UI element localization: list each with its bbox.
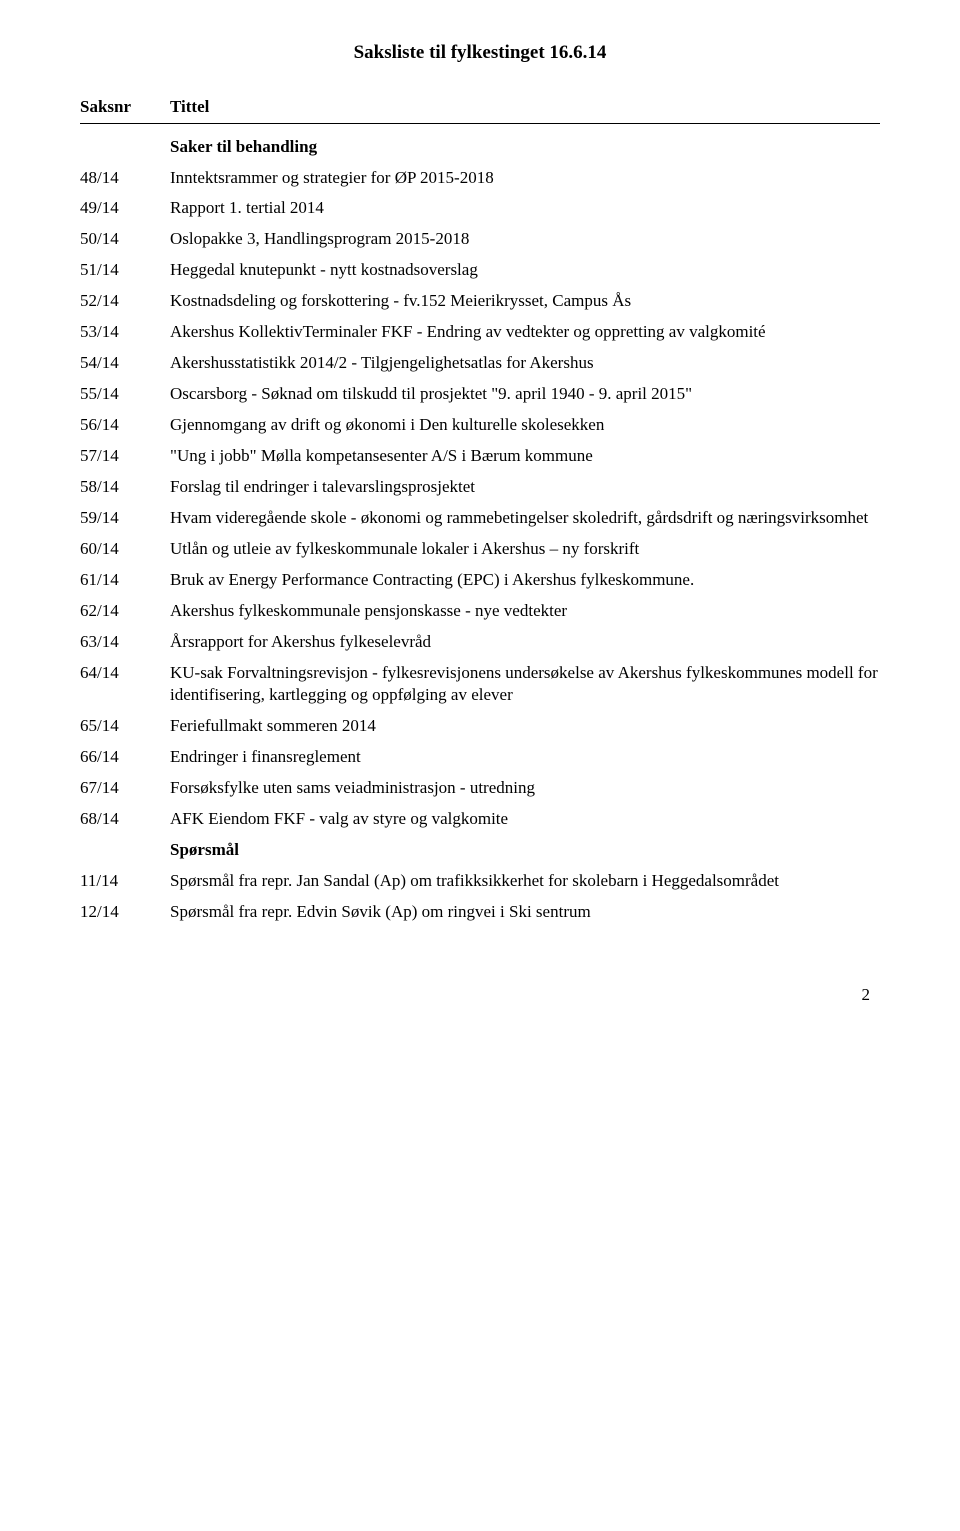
item-tittel: Forsøksfylke uten sams veiadministrasjon… (170, 777, 880, 800)
item-saksnr: 63/14 (80, 631, 170, 654)
item-tittel: Hvam videregående skole - økonomi og ram… (170, 507, 880, 530)
item-saksnr: 67/14 (80, 777, 170, 800)
item-tittel: Oscarsborg - Søknad om tilskudd til pros… (170, 383, 880, 406)
item-saksnr: 62/14 (80, 600, 170, 623)
item-saksnr: 51/14 (80, 259, 170, 282)
item-saksnr: 59/14 (80, 507, 170, 530)
question-row: 12/14Spørsmål fra repr. Edvin Søvik (Ap)… (80, 901, 880, 924)
item-row: 65/14Feriefullmakt sommeren 2014 (80, 715, 880, 738)
header-tittel: Tittel (170, 96, 880, 119)
item-saksnr: 50/14 (80, 228, 170, 251)
item-row: 63/14Årsrapport for Akershus fylkeselevr… (80, 631, 880, 654)
item-tittel: Rapport 1. tertial 2014 (170, 197, 880, 220)
item-saksnr: 56/14 (80, 414, 170, 437)
item-saksnr: 48/14 (80, 167, 170, 190)
item-saksnr: 68/14 (80, 808, 170, 831)
item-saksnr: 64/14 (80, 662, 170, 685)
questions-list: 11/14Spørsmål fra repr. Jan Sandal (Ap) … (80, 870, 880, 924)
item-row: 57/14"Ung i jobb" Mølla kompetansesenter… (80, 445, 880, 468)
item-tittel: Bruk av Energy Performance Contracting (… (170, 569, 880, 592)
item-tittel: "Ung i jobb" Mølla kompetansesenter A/S … (170, 445, 880, 468)
item-row: 54/14Akershusstatistikk 2014/2 - Tilgjen… (80, 352, 880, 375)
item-row: 49/14Rapport 1. tertial 2014 (80, 197, 880, 220)
item-row: 68/14AFK Eiendom FKF - valg av styre og … (80, 808, 880, 831)
item-saksnr: 61/14 (80, 569, 170, 592)
item-saksnr: 49/14 (80, 197, 170, 220)
item-tittel: Oslopakke 3, Handlingsprogram 2015-2018 (170, 228, 880, 251)
item-tittel: Akershusstatistikk 2014/2 - Tilgjengelig… (170, 352, 880, 375)
item-row: 52/14Kostnadsdeling og forskottering - f… (80, 290, 880, 313)
item-row: 67/14Forsøksfylke uten sams veiadministr… (80, 777, 880, 800)
page-number: 2 (80, 984, 880, 1007)
item-tittel: Forslag til endringer i talevarslingspro… (170, 476, 880, 499)
item-row: 58/14Forslag til endringer i talevarslin… (80, 476, 880, 499)
item-tittel: Akershus KollektivTerminaler FKF - Endri… (170, 321, 880, 344)
item-saksnr: 66/14 (80, 746, 170, 769)
item-row: 64/14KU-sak Forvaltningsrevisjon - fylke… (80, 662, 880, 708)
item-tittel: Utlån og utleie av fylkeskommunale lokal… (170, 538, 880, 561)
question-tittel: Spørsmål fra repr. Edvin Søvik (Ap) om r… (170, 901, 880, 924)
item-row: 50/14Oslopakke 3, Handlingsprogram 2015-… (80, 228, 880, 251)
item-row: 51/14Heggedal knutepunkt - nytt kostnads… (80, 259, 880, 282)
item-tittel: Feriefullmakt sommeren 2014 (170, 715, 880, 738)
item-row: 59/14Hvam videregående skole - økonomi o… (80, 507, 880, 530)
item-row: 48/14Inntektsrammer og strategier for ØP… (80, 167, 880, 190)
item-tittel: Heggedal knutepunkt - nytt kostnadsovers… (170, 259, 880, 282)
item-row: 60/14Utlån og utleie av fylkeskommunale … (80, 538, 880, 561)
item-row: 66/14Endringer i finansreglement (80, 746, 880, 769)
item-saksnr: 55/14 (80, 383, 170, 406)
question-saksnr: 11/14 (80, 870, 170, 893)
item-tittel: AFK Eiendom FKF - valg av styre og valgk… (170, 808, 880, 831)
item-row: 56/14Gjennomgang av drift og økonomi i D… (80, 414, 880, 437)
item-saksnr: 65/14 (80, 715, 170, 738)
item-tittel: Kostnadsdeling og forskottering - fv.152… (170, 290, 880, 313)
item-tittel: Gjennomgang av drift og økonomi i Den ku… (170, 414, 880, 437)
item-saksnr: 53/14 (80, 321, 170, 344)
item-saksnr: 58/14 (80, 476, 170, 499)
items-list: 48/14Inntektsrammer og strategier for ØP… (80, 167, 880, 832)
header-saksnr: Saksnr (80, 96, 170, 119)
item-tittel: Inntektsrammer og strategier for ØP 2015… (170, 167, 880, 190)
item-tittel: KU-sak Forvaltningsrevisjon - fylkesrevi… (170, 662, 880, 708)
table-header: Saksnr Tittel (80, 96, 880, 124)
question-tittel: Spørsmål fra repr. Jan Sandal (Ap) om tr… (170, 870, 880, 893)
item-row: 62/14Akershus fylkeskommunale pensjonska… (80, 600, 880, 623)
item-saksnr: 52/14 (80, 290, 170, 313)
item-row: 53/14Akershus KollektivTerminaler FKF - … (80, 321, 880, 344)
question-row: 11/14Spørsmål fra repr. Jan Sandal (Ap) … (80, 870, 880, 893)
item-saksnr: 57/14 (80, 445, 170, 468)
item-row: 55/14Oscarsborg - Søknad om tilskudd til… (80, 383, 880, 406)
item-saksnr: 60/14 (80, 538, 170, 561)
section-heading-sporsmal: Spørsmål (170, 839, 880, 862)
section-heading-saker: Saker til behandling (170, 136, 880, 159)
item-saksnr: 54/14 (80, 352, 170, 375)
item-tittel: Endringer i finansreglement (170, 746, 880, 769)
item-tittel: Årsrapport for Akershus fylkeselevråd (170, 631, 880, 654)
document-title: Saksliste til fylkestinget 16.6.14 (80, 40, 880, 66)
item-tittel: Akershus fylkeskommunale pensjonskasse -… (170, 600, 880, 623)
item-row: 61/14Bruk av Energy Performance Contract… (80, 569, 880, 592)
question-saksnr: 12/14 (80, 901, 170, 924)
